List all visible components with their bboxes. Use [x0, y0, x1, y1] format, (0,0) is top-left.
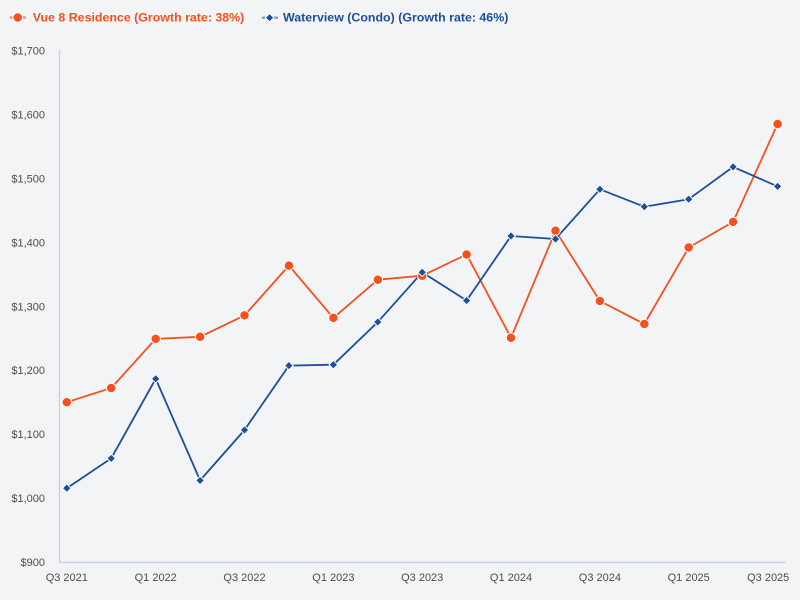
- svg-text:Q1 2023: Q1 2023: [312, 572, 354, 584]
- svg-text:$1,700: $1,700: [11, 46, 45, 58]
- svg-text:Q1 2024: Q1 2024: [490, 572, 532, 584]
- svg-text:$1,400: $1,400: [11, 237, 45, 249]
- svg-text:Q1 2025: Q1 2025: [668, 572, 710, 584]
- svg-text:$1,200: $1,200: [11, 365, 45, 377]
- svg-text:$1,100: $1,100: [11, 429, 45, 441]
- svg-text:$900: $900: [21, 557, 45, 569]
- svg-text:$1,600: $1,600: [11, 110, 45, 122]
- svg-text:Q1 2022: Q1 2022: [135, 572, 177, 584]
- svg-text:Q3 2025: Q3 2025: [747, 572, 789, 584]
- svg-text:Q3 2024: Q3 2024: [579, 572, 621, 584]
- svg-text:Vue 8 Residence (Growth rate:: Vue 8 Residence (Growth rate: 38%): [33, 11, 245, 25]
- svg-text:$1,000: $1,000: [11, 493, 45, 505]
- svg-text:$1,500: $1,500: [11, 174, 45, 186]
- svg-text:Q3 2023: Q3 2023: [401, 572, 443, 584]
- svg-text:Waterview (Condo) (Growth rate: Waterview (Condo) (Growth rate: 46%): [283, 11, 508, 25]
- svg-text:Q3 2022: Q3 2022: [223, 572, 265, 584]
- svg-text:$1,300: $1,300: [11, 301, 45, 313]
- svg-text:Q3 2021: Q3 2021: [46, 572, 88, 584]
